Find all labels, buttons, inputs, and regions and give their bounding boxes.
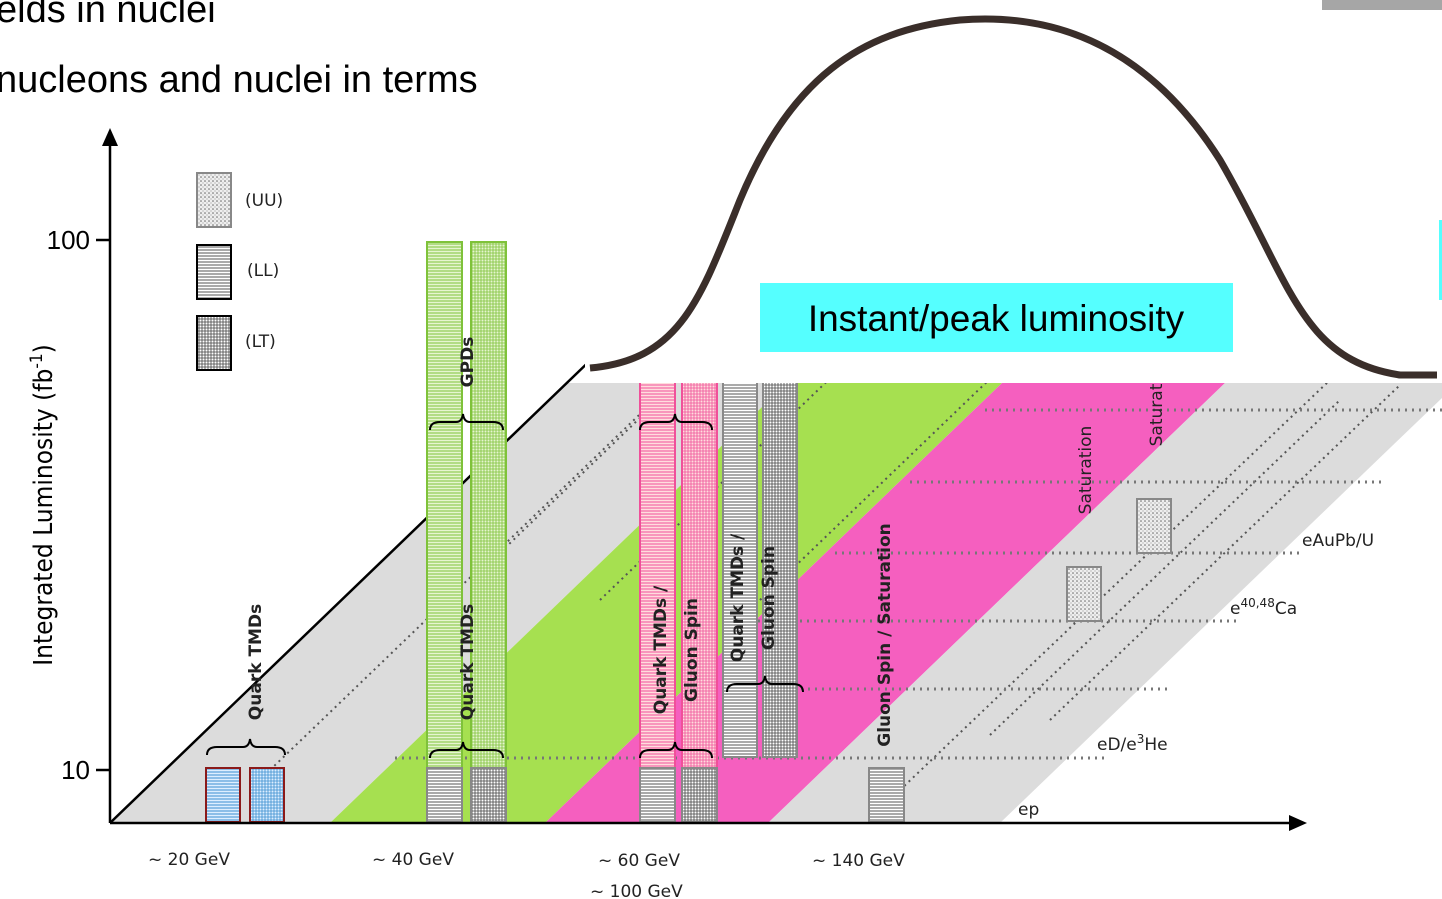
- beam-part: He: [1144, 735, 1167, 755]
- y-arrow: [102, 128, 118, 146]
- topic-label: Quark TMDs /: [651, 585, 671, 714]
- beam-part: eD/e: [1097, 735, 1137, 755]
- beam-label: eD/e3He: [1097, 732, 1168, 755]
- topic-label: Gluon Spin / Saturation: [875, 523, 895, 747]
- beam-sup: 3: [1137, 732, 1145, 746]
- x-label: ~ 40 GeV: [372, 850, 454, 870]
- x-label: ~ 100 GeV: [590, 882, 683, 899]
- x-label: ~ 60 GeV: [598, 851, 680, 871]
- axes: [96, 138, 1295, 825]
- header-line: nucleons and nuclei in terms: [0, 59, 478, 101]
- label-part: ): [29, 344, 59, 353]
- callout-text: Instant/peak luminosity: [808, 298, 1185, 339]
- edge-sliver: [1439, 220, 1442, 300]
- y-tick-label: 100: [47, 225, 90, 255]
- y-tick-label: 10: [61, 755, 90, 785]
- legend-label: (LT): [245, 332, 276, 352]
- y-axis-label: Integrated Luminosity (fb-1): [27, 344, 59, 665]
- legend-label: (UU): [245, 191, 283, 211]
- guides: [269, 310, 1442, 791]
- callout-box: [760, 283, 1233, 352]
- braces: [206, 413, 804, 759]
- beam-part: e: [1230, 599, 1240, 619]
- topic-label: Saturat: [1147, 383, 1167, 446]
- legend-label: (LL): [247, 261, 279, 281]
- beam-label: ep: [1018, 800, 1039, 820]
- topic-label: Saturation: [1076, 426, 1096, 515]
- topic-label: Gluon Spin: [759, 546, 779, 650]
- corner-block: [1322, 0, 1442, 10]
- label-part: Integrated Luminosity (fb: [29, 369, 59, 666]
- beam-label: eAuPb/U: [1302, 531, 1374, 551]
- topic-label: Gluon Spin: [682, 598, 702, 702]
- topic-label: Quark TMDs: [246, 604, 266, 720]
- beam-label: e40,48Ca: [1230, 596, 1297, 619]
- header-line: elds in nuclei: [0, 0, 216, 31]
- topic-label: GPDs: [458, 337, 478, 388]
- topic-label: Quark TMDs /: [728, 533, 748, 662]
- topic-label: Quark TMDs: [458, 604, 478, 720]
- bars: [205, 241, 1172, 823]
- luminosity-curve: [589, 15, 1437, 379]
- label-sup: -1: [27, 353, 47, 368]
- x-label: ~ 140 GeV: [812, 851, 905, 871]
- x-arrow: [1289, 815, 1307, 831]
- x-label: ~ 20 GeV: [148, 850, 230, 870]
- beam-part: Ca: [1275, 599, 1297, 619]
- beam-sup: 40,48: [1240, 596, 1274, 610]
- legend: (UU) (LL) (LT): [196, 172, 283, 371]
